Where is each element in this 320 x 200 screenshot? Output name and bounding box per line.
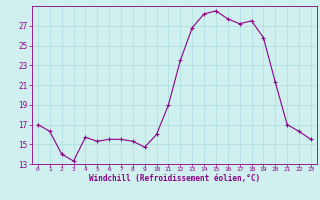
X-axis label: Windchill (Refroidissement éolien,°C): Windchill (Refroidissement éolien,°C) — [89, 174, 260, 183]
